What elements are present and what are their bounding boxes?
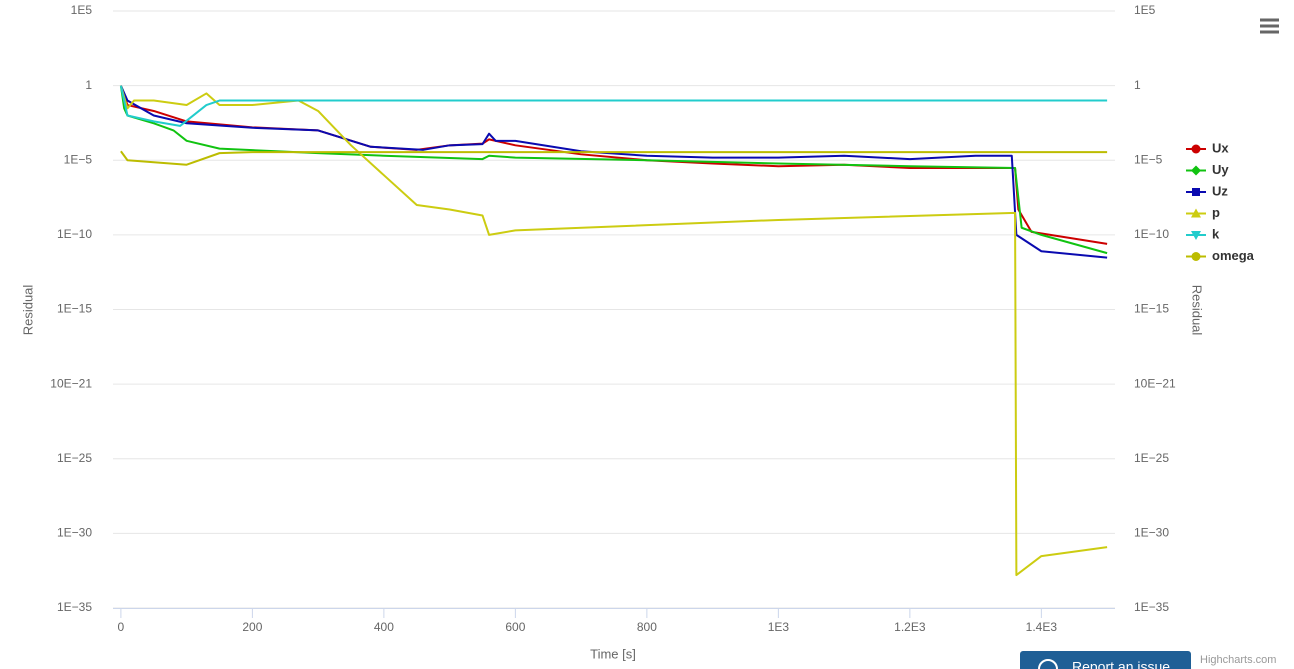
menu-button[interactable] (1256, 14, 1284, 38)
y-tick-label: 1 (85, 78, 92, 92)
y-tick-label: 10E−21 (50, 376, 92, 390)
y2-tick-label: 1 (1134, 78, 1141, 92)
x-tick-label: 400 (374, 620, 394, 634)
y-tick-label: 1E−35 (57, 600, 92, 614)
x-tick-label: 200 (242, 620, 262, 634)
y2-tick-label: 1E−30 (1134, 526, 1169, 540)
legend-label[interactable]: Uy (1212, 162, 1229, 177)
report-icon (1038, 659, 1058, 669)
y-tick-label: 1E−25 (57, 451, 92, 465)
series-line (119, 85, 1108, 259)
legend-symbol (1191, 165, 1201, 176)
y-tick-label: 1E−10 (57, 227, 92, 241)
legend-label[interactable]: Uz (1212, 183, 1228, 198)
x-tick-label: 1.4E3 (1026, 620, 1058, 634)
legend-label[interactable]: k (1212, 226, 1220, 241)
legend-label[interactable]: p (1212, 205, 1220, 220)
y-tick-label: 1E−30 (57, 526, 92, 540)
y2-tick-label: 1E5 (1134, 3, 1156, 17)
series-line (119, 85, 1108, 255)
legend-label[interactable]: Ux (1212, 140, 1229, 155)
y-tick-label: 1E5 (71, 3, 93, 17)
y2-tick-label: 1E−10 (1134, 227, 1169, 241)
y2-tick-label: 1E−5 (1134, 152, 1163, 166)
x-tick-label: 0 (118, 620, 125, 634)
x-tick-label: 1E3 (768, 620, 790, 634)
x-tick-label: 800 (637, 620, 657, 634)
series-line (120, 150, 1108, 166)
legend-symbol (1191, 252, 1201, 261)
report-text: Report an issue (1072, 659, 1170, 669)
report-bg[interactable] (1020, 651, 1191, 669)
x-axis-title: Time [s] (590, 646, 636, 661)
legend-symbol (1191, 144, 1201, 154)
y2-tick-label: 10E−21 (1134, 376, 1176, 390)
series-line (119, 85, 1108, 577)
y2-axis-title: Residual (1190, 285, 1205, 336)
legend-label[interactable]: omega (1212, 248, 1255, 263)
y-axis-title: Residual (20, 285, 35, 336)
legend-symbol (1191, 208, 1201, 218)
series-line (119, 85, 1108, 127)
y2-tick-label: 1E−35 (1134, 600, 1169, 614)
credit[interactable]: Highcharts.com (1200, 654, 1276, 666)
y-tick-label: 1E−5 (64, 152, 93, 166)
legend-symbol (1191, 231, 1201, 240)
x-tick-label: 600 (505, 620, 525, 634)
legend-symbol (1192, 188, 1200, 196)
y-tick-label: 1E−15 (57, 302, 92, 316)
x-tick-label: 1.2E3 (894, 620, 926, 634)
y2-tick-label: 1E−15 (1134, 302, 1169, 316)
report-button[interactable]: Report an issue (1020, 651, 1191, 669)
y2-tick-label: 1E−25 (1134, 451, 1169, 465)
series-line (119, 85, 1108, 245)
